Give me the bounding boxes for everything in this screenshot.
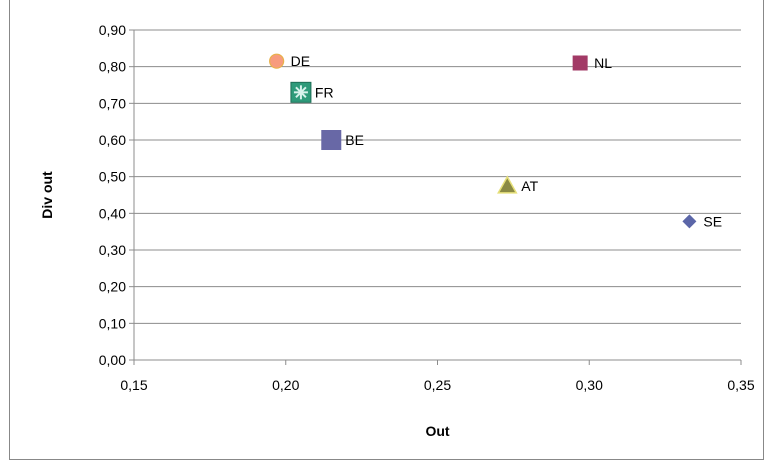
data-points: DE NL FR BE AT SE bbox=[269, 53, 722, 229]
x-tick-labels: 0,15 0,20 0,25 0,30 0,35 bbox=[120, 377, 754, 393]
data-point-nl: NL bbox=[572, 55, 612, 71]
y-axis-title: Div out bbox=[39, 171, 55, 219]
x-tick-label: 0,30 bbox=[576, 377, 603, 393]
point-label: NL bbox=[594, 55, 612, 71]
chart-frame bbox=[9, 0, 764, 460]
y-tick-label: 0,90 bbox=[99, 22, 126, 38]
x-tick-label: 0,15 bbox=[120, 377, 147, 393]
y-tick-labels: 0,00 0,10 0,20 0,30 0,40 0,50 0,60 0,70 0,80 0,90 bbox=[99, 22, 126, 368]
data-point-se: SE bbox=[682, 213, 722, 229]
y-tick-label: 0,40 bbox=[99, 205, 126, 221]
y-tick-label: 0,30 bbox=[99, 242, 126, 258]
point-label: FR bbox=[315, 84, 334, 100]
y-tick-label: 0,80 bbox=[99, 59, 126, 75]
data-point-fr: FR bbox=[290, 81, 334, 103]
x-axis-title: Out bbox=[425, 423, 449, 439]
data-point-at: AT bbox=[497, 175, 539, 194]
gridlines bbox=[134, 29, 741, 324]
x-tick-label: 0,25 bbox=[424, 377, 451, 393]
y-tick-label: 0,50 bbox=[99, 169, 126, 185]
x-tick-label: 0,20 bbox=[272, 377, 299, 393]
y-tick-label: 0,20 bbox=[99, 279, 126, 295]
point-label: AT bbox=[521, 178, 538, 194]
point-label: SE bbox=[703, 213, 722, 229]
y-tick-label: 0,10 bbox=[99, 315, 126, 331]
y-tick-label: 0,70 bbox=[99, 95, 126, 111]
y-tick-label: 0,60 bbox=[99, 132, 126, 148]
data-point-de: DE bbox=[269, 53, 310, 69]
point-label: BE bbox=[345, 132, 364, 148]
axes bbox=[129, 29, 742, 365]
x-tick-label: 0,35 bbox=[727, 377, 754, 393]
y-tick-label: 0,00 bbox=[99, 352, 126, 368]
point-label: DE bbox=[291, 53, 310, 69]
data-point-be: BE bbox=[321, 130, 364, 150]
